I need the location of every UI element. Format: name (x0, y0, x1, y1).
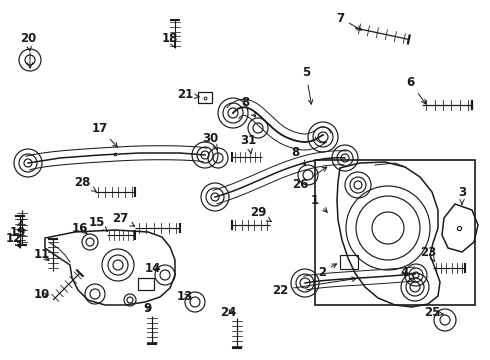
Text: 4: 4 (401, 266, 415, 279)
Text: 31: 31 (240, 134, 256, 153)
Text: 8: 8 (241, 96, 256, 117)
Text: 2: 2 (318, 264, 337, 279)
Text: 15: 15 (89, 216, 107, 231)
Text: 17: 17 (92, 122, 118, 147)
Text: 28: 28 (74, 175, 96, 192)
Text: 5: 5 (302, 67, 313, 104)
Text: 7: 7 (336, 12, 362, 30)
Text: 29: 29 (250, 207, 271, 222)
Text: 9: 9 (143, 302, 151, 315)
Text: 20: 20 (20, 31, 36, 51)
Text: 14: 14 (145, 261, 161, 274)
Text: 19: 19 (10, 220, 26, 238)
Text: 16: 16 (72, 221, 88, 234)
Text: 11: 11 (34, 248, 50, 261)
Text: 24: 24 (220, 306, 236, 319)
Text: 6: 6 (406, 76, 426, 104)
Bar (138, 278, 154, 290)
Text: 3: 3 (458, 185, 466, 204)
Text: 13: 13 (177, 289, 193, 302)
Text: 27: 27 (112, 211, 135, 226)
Text: 8: 8 (291, 145, 306, 165)
Text: 18: 18 (162, 31, 178, 48)
Text: 25: 25 (424, 306, 443, 320)
Text: 1: 1 (311, 194, 327, 212)
Bar (315, 160, 475, 305)
Text: 22: 22 (272, 277, 356, 297)
Text: 21: 21 (177, 89, 199, 102)
Text: 10: 10 (34, 288, 50, 302)
Bar (340, 255, 358, 269)
Text: 12: 12 (6, 231, 22, 247)
Text: 23: 23 (420, 246, 436, 261)
Text: 26: 26 (292, 167, 327, 192)
Text: 30: 30 (202, 131, 218, 150)
